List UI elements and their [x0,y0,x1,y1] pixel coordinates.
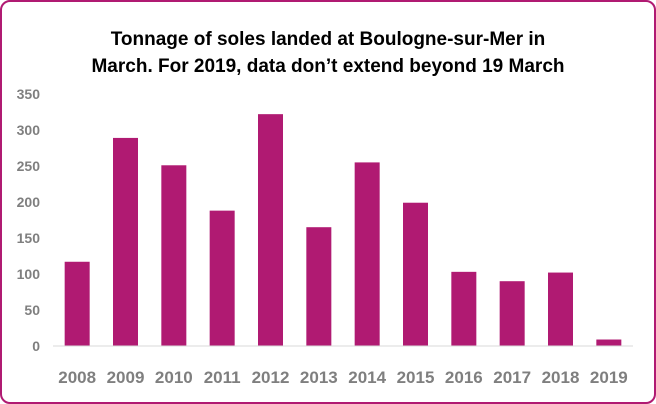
bar-2010 [161,165,187,346]
bar-2014 [354,162,380,346]
x-tick-label-2008: 2008 [58,368,96,387]
x-tick-label-2010: 2010 [155,368,193,387]
bar-2009 [113,137,138,346]
y-tick-label: 300 [17,122,41,138]
x-tick-label-2018: 2018 [542,368,580,387]
y-tick-label: 150 [17,230,41,246]
x-tick-label-2009: 2009 [107,368,145,387]
chart-title-line-1: Tonnage of soles landed at Boulogne-sur-… [110,29,546,50]
y-axis-ticks: 0 50 100 150 200 250 300 350 [17,86,41,354]
x-tick-label-2017: 2017 [493,368,531,387]
x-tick-label-2014: 2014 [348,368,386,387]
y-tick-label: 0 [32,338,40,354]
chart-title: Tonnage of soles landed at Boulogne-sur-… [0,26,656,80]
y-tick-label: 250 [17,158,41,174]
bar-2019 [596,339,622,346]
y-tick-label: 350 [17,86,41,102]
x-axis-ticks: 2008 2009 2010 2011 2012 2013 2014 2015 2016 2017… [58,368,627,387]
bar-2018 [548,272,573,346]
bar-2011 [209,210,235,346]
x-tick-label-2015: 2015 [397,368,435,387]
y-tick-label: 100 [17,266,41,282]
x-tick-label-2016: 2016 [445,368,483,387]
bar-2015 [403,202,428,346]
x-tick-label-2019: 2019 [590,368,628,387]
x-tick-label-2011: 2011 [204,368,241,387]
bars [64,114,622,346]
bar-2013 [306,227,332,346]
y-tick-label: 50 [24,302,40,318]
bar-2017 [499,281,525,346]
bar-2016 [451,271,477,346]
y-tick-label: 200 [17,194,41,210]
bar-2008 [64,261,90,346]
x-tick-label-2013: 2013 [300,368,338,387]
chart-title-line-2: March. For 2019, data don’t extend beyon… [91,56,565,77]
bar-2012 [258,114,283,346]
x-tick-label-2012: 2012 [252,368,290,387]
